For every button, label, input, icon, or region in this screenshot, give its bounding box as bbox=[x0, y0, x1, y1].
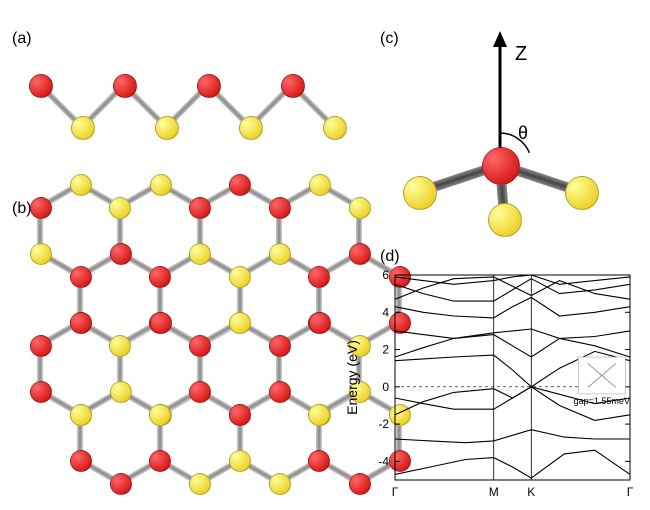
svg-text:-2: -2 bbox=[378, 417, 389, 431]
svg-text:6: 6 bbox=[382, 268, 389, 282]
svg-text:2: 2 bbox=[382, 343, 389, 357]
theta-label: θ bbox=[518, 123, 528, 144]
svg-text:4: 4 bbox=[382, 305, 389, 319]
svg-text:K: K bbox=[527, 485, 535, 499]
svg-text:0: 0 bbox=[382, 380, 389, 394]
angleview-outer-atom bbox=[488, 203, 522, 237]
svg-text:Energy (eV): Energy (eV) bbox=[344, 340, 360, 415]
svg-text:gap=1.55meV: gap=1.55meV bbox=[574, 396, 630, 406]
svg-text:-4: -4 bbox=[378, 454, 389, 468]
z-label: Z bbox=[515, 43, 527, 66]
svg-text:M: M bbox=[489, 485, 499, 499]
bandstructure-svg: Γ M K Γ -4 -2 0 2 4 6 Energy (eV) gap=1.55meV bbox=[340, 265, 645, 510]
svg-text:Γ: Γ bbox=[627, 485, 634, 499]
angleview-outer-atom bbox=[565, 176, 599, 210]
svg-text:Γ: Γ bbox=[392, 485, 399, 499]
angleview-center-atom bbox=[482, 147, 520, 185]
angleview-outer-atom bbox=[403, 176, 437, 210]
